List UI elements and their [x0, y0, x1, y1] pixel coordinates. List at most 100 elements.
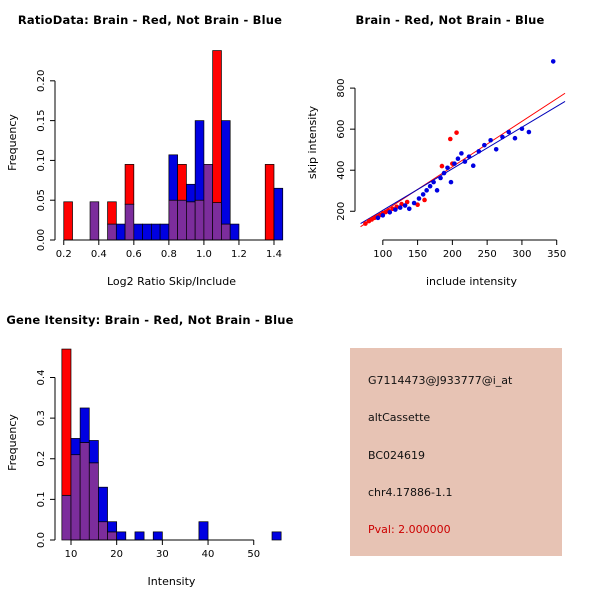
not-brain-point [455, 156, 461, 162]
y-tick-label: 400 [336, 161, 347, 180]
y-tick-label: 800 [336, 79, 347, 98]
not-brain-point [431, 179, 436, 185]
x-tick-label: 250 [478, 249, 497, 260]
histogram-bar [151, 223, 161, 241]
histogram-bar [168, 199, 178, 241]
not-brain-point [506, 129, 512, 135]
histogram-bar [107, 201, 117, 225]
x-axis-label: include intensity [426, 275, 518, 288]
axes: 0.2 0.4 0.6 0.8 1.0 1.2 1.4 0.00 0.05 0.10 0.15 0.2… [6, 70, 282, 288]
not-brain-point [402, 203, 408, 208]
not-brain-point [476, 149, 482, 154]
brain-point [454, 130, 459, 135]
not-brain-point [393, 207, 398, 212]
y-axis-label: skip intensity [306, 105, 319, 179]
scatter-chart: 100 150 200 250 300 350 200 400 600 800 include in… [306, 59, 566, 288]
not-brain-point [397, 205, 403, 210]
histogram-bar [212, 202, 222, 241]
y-tick-label: 0.1 [36, 491, 47, 507]
scatter-panel: Brain - Red, Not Brain - Blue 100 150 200 2… [300, 0, 600, 300]
histogram-bar [152, 531, 163, 541]
not-brain-point [441, 170, 447, 176]
histogram-bar [142, 223, 152, 241]
not-brain-point [452, 161, 457, 166]
x-tick-label: 30 [156, 549, 169, 560]
info-panel: G7114473@J933777@i_at altCassette BC0246… [300, 300, 600, 600]
axes: 10 20 30 40 50 0.0 0.1 0.2 0.3 0.4 Intensity Freque… [6, 370, 260, 588]
histogram-bar [229, 223, 240, 241]
histogram-bar [273, 187, 284, 241]
histogram-bar [194, 120, 205, 201]
x-tick-label: 350 [547, 249, 566, 260]
histogram-bar [88, 440, 99, 464]
x-tick-label: 40 [202, 549, 215, 560]
y-tick-label: 600 [336, 120, 347, 139]
histogram-bar [168, 154, 178, 201]
histogram-bar [98, 521, 108, 541]
gene-histogram-chart: 10 20 30 40 50 0.0 0.1 0.2 0.3 0.4 Intensity Freque… [6, 348, 282, 588]
x-tick-label: 0.2 [56, 249, 72, 260]
histogram-bar [124, 164, 135, 205]
histogram-bar [186, 183, 196, 203]
histogram-bar [264, 164, 275, 241]
histogram-bar [107, 521, 118, 533]
histogram-bar [88, 462, 99, 541]
not-brain-point [375, 215, 381, 221]
x-tick-label: 1.0 [196, 249, 212, 260]
not-brain-point [512, 135, 518, 141]
x-tick-label: 1.2 [231, 249, 247, 260]
not-brain-point [488, 137, 493, 143]
histogram-bar [177, 164, 187, 201]
genome-location: chr4.17886-1.1 [368, 485, 453, 499]
histogram-bar [221, 223, 231, 241]
histogram-bar [61, 494, 72, 541]
not-brain-point [416, 196, 422, 201]
not-brain-point [424, 188, 429, 193]
x-tick-label: 1.4 [266, 249, 282, 260]
ratio-histogram-title: RatioData: Brain - Red, Not Brain - Blue [17, 13, 283, 27]
scatter-points [363, 59, 556, 226]
fit-lines [360, 92, 566, 228]
not-brain-point [445, 165, 450, 171]
not-brain-point [448, 179, 454, 185]
histogram-bar [124, 203, 135, 241]
y-tick-label: 0.2 [36, 451, 47, 467]
brain-point [422, 197, 427, 203]
histogram-bar [198, 521, 209, 541]
x-tick-label: 0.6 [126, 249, 142, 260]
histogram-bars [61, 348, 282, 541]
y-tick-label: 0.0 [36, 532, 47, 548]
gene-histogram-title: Gene Itensity: Brain - Red, Not Brain - … [6, 313, 294, 327]
not-brain-point [380, 213, 386, 218]
histogram-bar [107, 531, 118, 541]
histogram-bar [186, 201, 196, 241]
not-brain-point [470, 163, 476, 168]
histogram-bar [271, 531, 282, 541]
y-tick-label: 0.20 [36, 70, 47, 92]
histogram-bar [63, 201, 73, 241]
not-brain-point [420, 192, 426, 197]
not-brain-point [482, 142, 487, 148]
histogram-bar [61, 348, 72, 496]
x-tick-label: 100 [373, 249, 392, 260]
y-tick-label: 0.4 [36, 370, 47, 386]
not-brain-point [411, 200, 417, 206]
brain-fit-line [360, 92, 566, 228]
x-tick-label: 10 [65, 549, 78, 560]
y-axis-label: Frequency [6, 414, 19, 471]
not-brain-point [438, 175, 443, 181]
y-tick-label: 0.05 [36, 189, 47, 211]
histogram-bar [70, 454, 81, 541]
histogram-bars [63, 50, 284, 241]
histogram-bar [212, 50, 222, 203]
histogram-bar [159, 223, 170, 241]
not-brain-point [459, 151, 464, 156]
x-tick-label: 50 [247, 549, 260, 560]
pval-text: Pval: 2.000000 [368, 523, 451, 536]
histogram-bar [79, 442, 90, 541]
x-axis-label: Intensity [148, 575, 196, 588]
histogram-bar [70, 438, 81, 456]
histogram-bar [98, 486, 108, 523]
probe-id: G7114473@J933777@i_at [368, 374, 513, 387]
